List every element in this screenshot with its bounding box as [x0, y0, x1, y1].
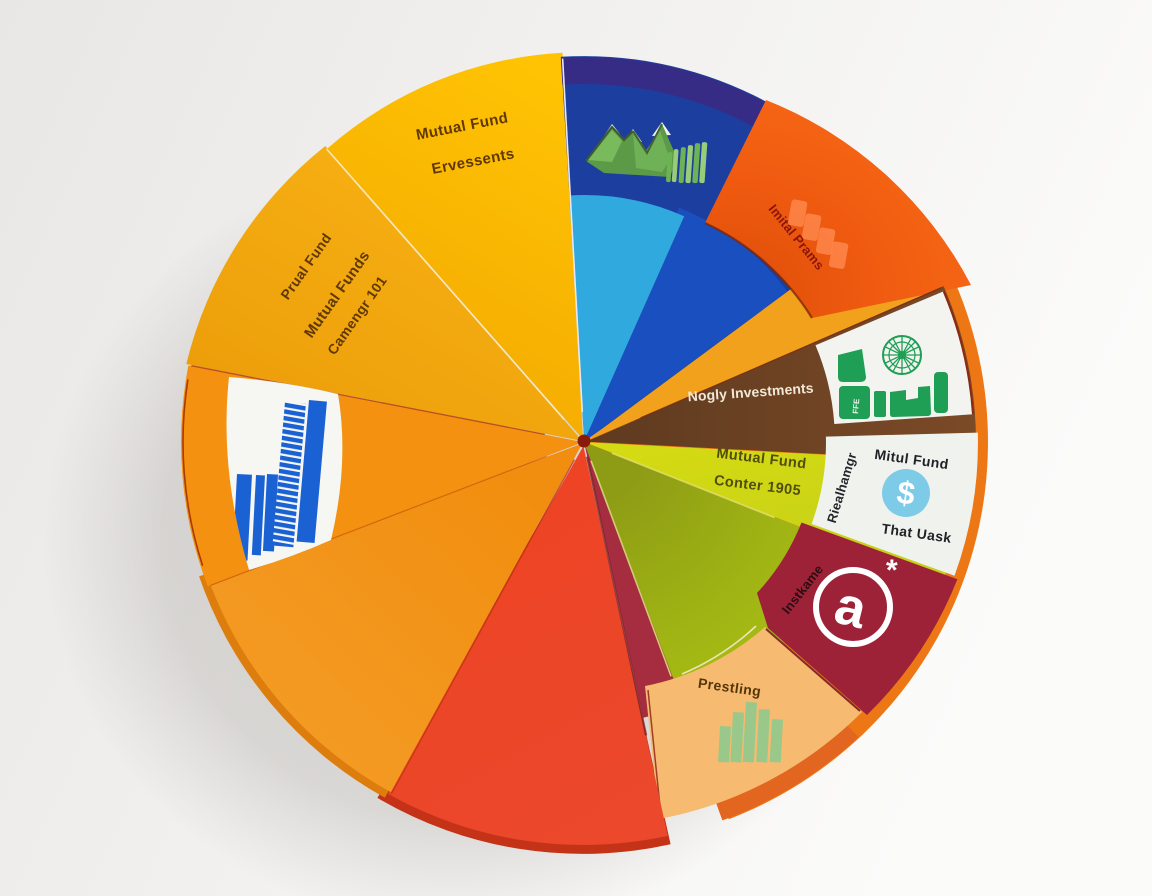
- svg-text:$: $: [895, 474, 918, 512]
- svg-text:*: *: [886, 554, 898, 587]
- svg-text:FFE: FFE: [851, 398, 861, 414]
